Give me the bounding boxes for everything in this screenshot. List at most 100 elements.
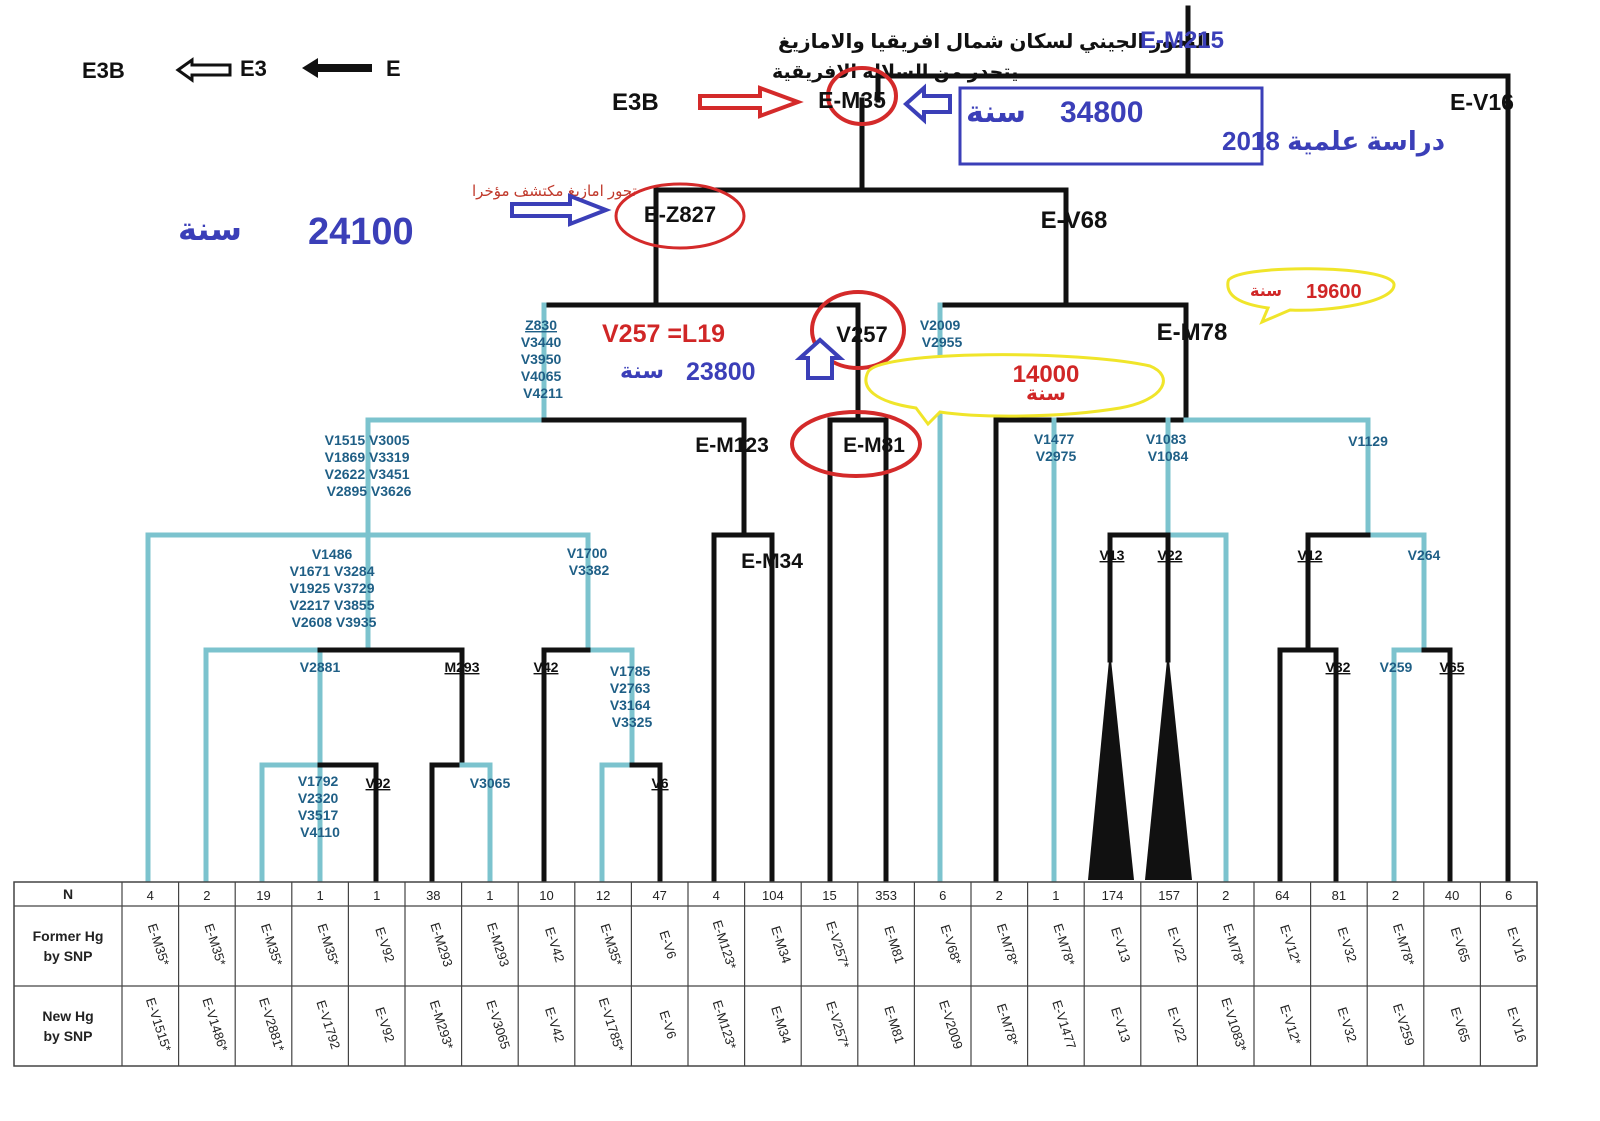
branch-v65 <box>1421 647 1453 883</box>
table-cell-new: E-M123* <box>710 998 740 1051</box>
table-cell-former: E-M78* <box>1050 922 1078 968</box>
branch-ev68 <box>937 187 1189 308</box>
snp-m293: M293 <box>444 659 479 675</box>
table-cell-new: E-V13 <box>1108 1005 1133 1044</box>
branch-em35 <box>653 73 1069 193</box>
table-cell-new: E-V2881* <box>256 996 287 1054</box>
branch-v1083 <box>1165 417 1229 883</box>
table-row-label: N <box>63 886 73 902</box>
snp-v13: V13 <box>1100 547 1125 563</box>
table-cell-n: 1 <box>1052 888 1059 903</box>
snp-v2009: V2009 V2955 <box>920 317 964 350</box>
table-cell-former: E-V257* <box>823 919 852 970</box>
triangle-v13 <box>1088 650 1134 880</box>
table-cell-new: E-V257* <box>823 999 852 1050</box>
table-cell-former: E-V22 <box>1165 925 1190 964</box>
snp-line: V3325 <box>612 714 653 730</box>
table-cell-former: E-M81 <box>881 924 907 965</box>
triangle-v22 <box>1145 650 1192 880</box>
table-cell-new: E-V92 <box>372 1005 397 1044</box>
table-cell-former: E-V68* <box>937 923 964 967</box>
table-cell-n: 6 <box>1505 888 1512 903</box>
z827-age-word: سنة <box>178 211 242 247</box>
branch-v2881 <box>259 762 323 883</box>
table-cell-n: 2 <box>1222 888 1229 903</box>
snp-line: V4211 <box>523 385 563 401</box>
lineage-e3: E3 <box>240 56 267 81</box>
table-cell-new: E-M34 <box>768 1004 794 1045</box>
haplogroup-table: N Former Hg by SNP New Hg by SNP 4 E-M35* E-V15… <box>13 881 1538 1067</box>
snp-line: V1515 V3005 <box>325 432 410 448</box>
table-row-label: New Hg by SNP <box>42 1008 93 1044</box>
snp-line: V2217 V3855 <box>290 597 375 613</box>
table-cell-former: E-V32 <box>1334 925 1359 964</box>
table-cell-n: 47 <box>652 888 666 903</box>
branch-v1700 <box>585 532 635 883</box>
table-cell-new: E-V65 <box>1448 1005 1473 1044</box>
snp-v1486: V1486 V1671 V3284 V1925 V3729 V2217 V385… <box>290 546 379 630</box>
arrow-left-icon <box>175 57 232 83</box>
lineage-e3b: E3B <box>82 58 125 83</box>
table-cell-new: E-V32 <box>1334 1005 1359 1044</box>
snp-v1515: V1515 V3005 V1869 V3319 V2622 V3451 V289… <box>325 432 414 499</box>
table-cell-former: E-V42 <box>542 925 567 964</box>
snp-line: V1477 <box>1034 431 1075 447</box>
snp-v12: V12 <box>1298 547 1323 563</box>
table-cell-former: E-M35* <box>315 922 343 968</box>
branch-v42 <box>541 647 591 883</box>
em81-age-years: 14000 <box>1013 361 1080 388</box>
snp-labels: Z830 V3440 V3950 V4065 V4211 V2009 V2955… <box>290 317 1465 840</box>
branch-v13-v22 <box>1107 532 1171 663</box>
branch-v3065 <box>459 762 493 883</box>
arrow-up-icon <box>794 337 846 380</box>
snp-v1083: V1083 V1084 <box>1146 431 1190 464</box>
table-cell-new: E-M293* <box>427 998 457 1051</box>
table-cell-former: E-M78* <box>1220 922 1248 968</box>
table-cell-n: 2 <box>996 888 1003 903</box>
snp-v1785: V1785 V2763 V3164 V3325 <box>610 663 654 730</box>
table-cell-former: E-M35* <box>201 922 229 968</box>
z827-note: تحور امازيغ مكتشف مؤخرا <box>472 183 637 200</box>
e3b-label: E3B <box>612 89 659 116</box>
highlight-circle-em81 <box>790 410 922 478</box>
table-cell-new: E-V259 <box>1390 1002 1418 1048</box>
arrow-left-icon <box>902 83 952 125</box>
v257-age-word: سنة <box>620 358 664 383</box>
table-cell-new: E-V3065 <box>483 998 513 1051</box>
snp-v3065: V3065 <box>470 775 511 791</box>
snp-line: V1083 <box>1146 431 1187 447</box>
snp-line: V1869 V3319 <box>325 449 410 465</box>
table-cell-n: 38 <box>426 888 440 903</box>
lineage-ar: يتحدر من السلالة الافريقية <box>772 62 1018 83</box>
table-cell-new: E-V1792 <box>313 998 343 1051</box>
table-cell-n: 12 <box>596 888 610 903</box>
table-cell-new: E-V1785* <box>596 996 627 1054</box>
snp-line: V1486 <box>312 546 353 562</box>
table-cell-former: E-M78* <box>1390 922 1418 968</box>
snp-line: V3164 <box>610 697 651 713</box>
table-cell-new: E-V6 <box>656 1009 679 1041</box>
table-cell-n: 19 <box>256 888 270 903</box>
table-cell-former: E-M35* <box>145 922 173 968</box>
snp-v92: V92 <box>366 775 391 791</box>
branch-m293 <box>317 647 465 883</box>
snp-line: V1925 V3729 <box>290 580 375 596</box>
snp-line: V2622 V3451 <box>325 466 410 482</box>
branch-v6 <box>629 762 663 883</box>
em78-age-word: سنة <box>1250 283 1282 300</box>
snp-line: V3950 <box>521 351 562 367</box>
snp-z830: Z830 V3440 V3950 V4065 V4211 <box>521 317 565 401</box>
table-cell-former: E-M123* <box>710 918 740 971</box>
table-cell-n: 1 <box>316 888 323 903</box>
table-cell-new: E-M78* <box>994 1002 1022 1048</box>
snp-line: V2763 <box>610 680 651 696</box>
table-cell-n: 64 <box>1275 888 1289 903</box>
branch-z830-black <box>541 417 775 883</box>
table-cell-new: E-V1477 <box>1049 998 1079 1051</box>
table-cell-n: 15 <box>822 888 836 903</box>
snp-v32: V32 <box>1326 659 1351 675</box>
table-cell-former: E-V16 <box>1504 925 1529 964</box>
table-cell-n: 6 <box>939 888 946 903</box>
snp-v42: V42 <box>534 659 559 675</box>
